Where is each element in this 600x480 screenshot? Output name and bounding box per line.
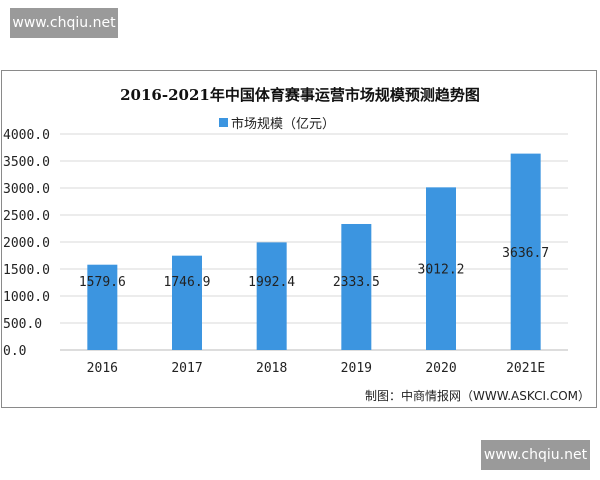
chart-frame [1,70,597,408]
y-tick-label: 3500.0 [3,155,50,170]
data-label: 1746.9 [164,275,211,290]
x-tick-label: 2020 [425,361,456,376]
bar [87,264,118,350]
y-tick-label: 2000.0 [3,236,50,251]
legend-label: 市场规模（亿元） [231,116,335,132]
data-label: 3636.7 [502,246,549,261]
x-tick-label: 2021E [506,361,545,376]
legend-swatch [219,118,228,127]
y-tick-label: 4000.0 [3,128,50,143]
y-tick-label: 0.0 [3,344,26,359]
x-tick-label: 2017 [171,361,202,376]
y-tick-label: 500.0 [3,317,42,332]
data-label: 1992.4 [248,275,295,290]
y-tick-label: 2500.0 [3,209,50,224]
x-tick-label: 2016 [87,361,118,376]
bar [256,242,287,350]
y-tick-label: 3000.0 [3,182,50,197]
x-tick-label: 2018 [256,361,287,376]
y-tick-label: 1000.0 [3,290,50,305]
data-label: 2333.5 [333,275,380,290]
data-label: 3012.2 [418,263,465,278]
bar [510,153,541,350]
bar [426,187,456,350]
source-note: 制图：中商情报网（WWW.ASKCI.COM） [365,388,590,403]
bar [172,255,202,350]
bar [341,223,372,350]
data-label: 1579.6 [79,275,126,290]
x-tick-label: 2019 [341,361,372,376]
y-tick-label: 1500.0 [3,263,50,278]
watermark-top-left: www.chqiu.net [10,8,118,38]
watermark-bottom-right: www.chqiu.net [481,440,590,470]
chart-title: 2016-2021年中国体育赛事运营市场规模预测趋势图 [120,86,480,104]
